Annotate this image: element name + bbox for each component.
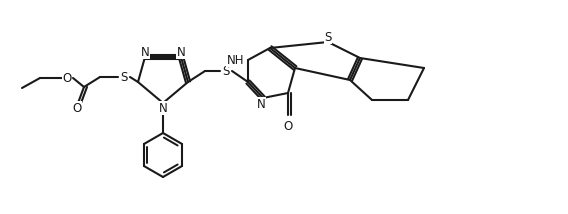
Text: N: N (141, 46, 149, 58)
Text: O: O (62, 71, 72, 85)
Text: NH: NH (227, 54, 244, 67)
Text: S: S (120, 70, 128, 83)
Text: S: S (324, 31, 332, 43)
Text: N: N (177, 46, 185, 58)
Text: O: O (283, 119, 293, 132)
Text: N: N (257, 98, 265, 110)
Text: N: N (158, 101, 168, 114)
Text: S: S (222, 64, 229, 77)
Text: O: O (72, 101, 82, 114)
